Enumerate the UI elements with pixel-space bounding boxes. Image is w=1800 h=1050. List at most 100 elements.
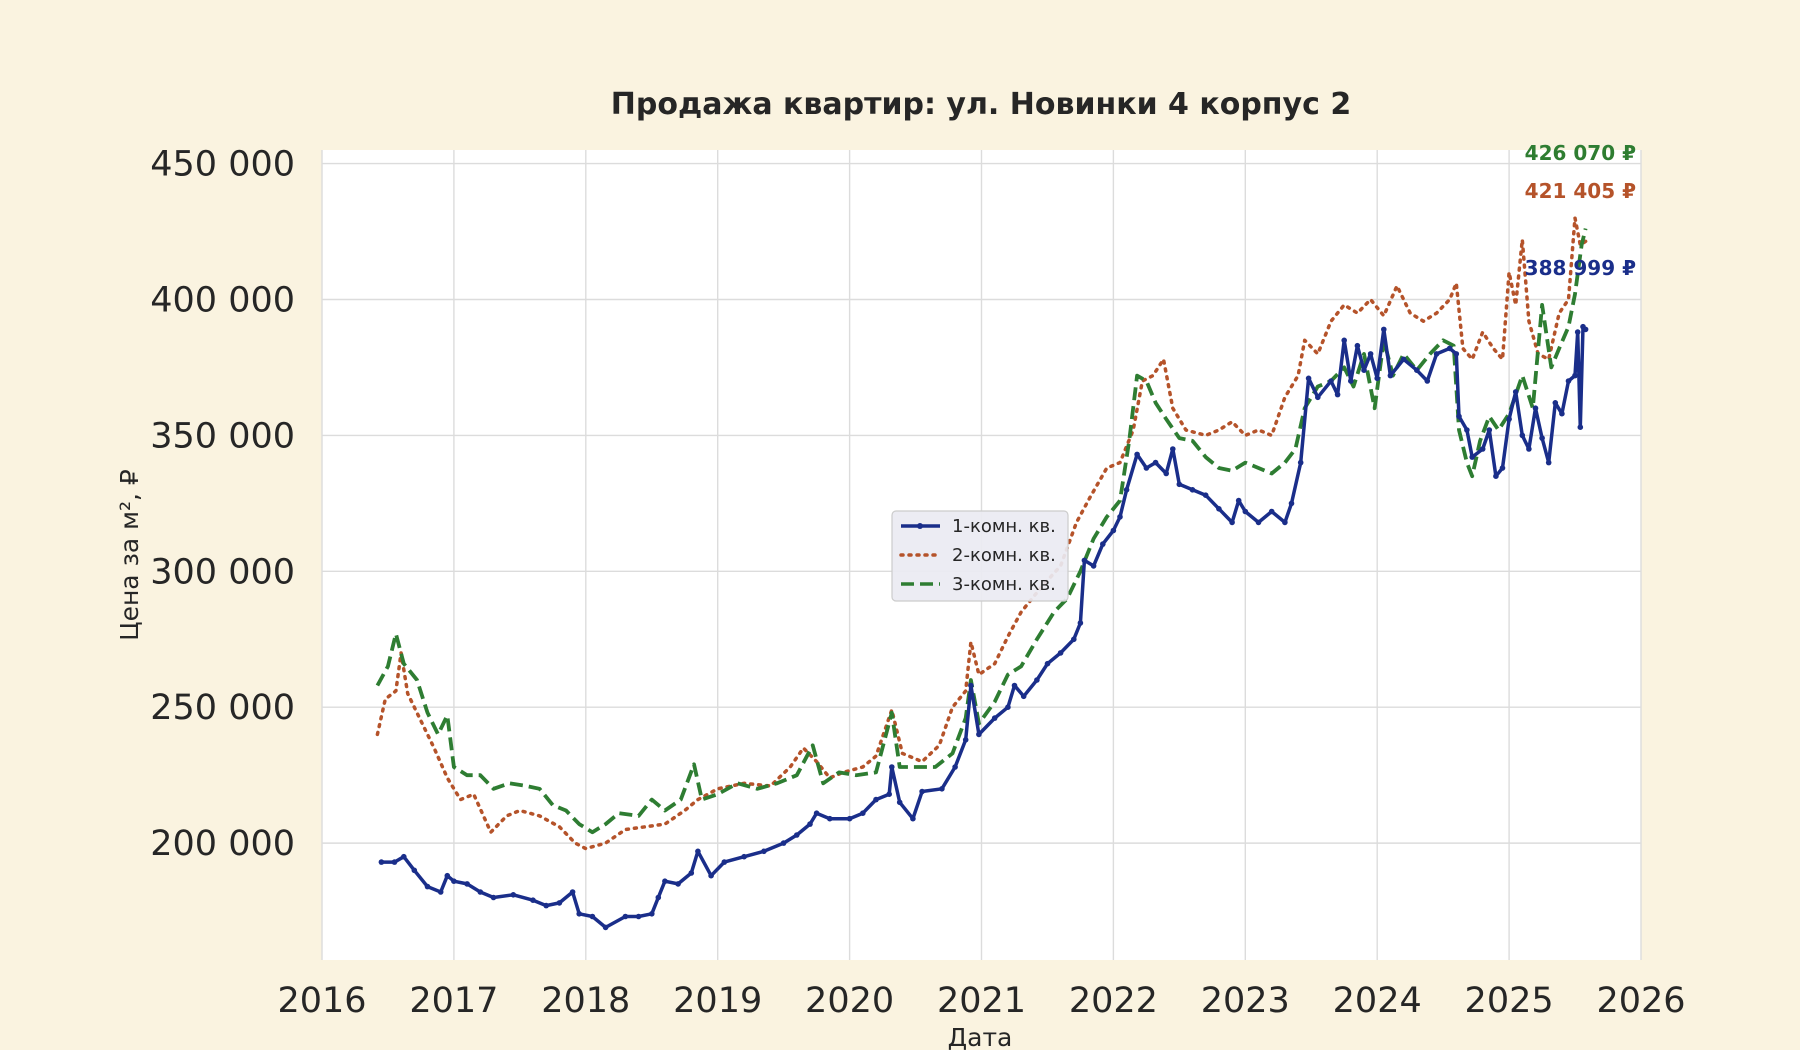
- y-tick-label: 250 000: [150, 688, 295, 728]
- data-point: [1519, 432, 1526, 439]
- x-tick-label: 2026: [1596, 981, 1685, 1021]
- x-axis-ticks: 2016 2017 2018 2019 2020 2021 2022 2023 2024 2025…: [277, 981, 1685, 1021]
- data-point: [794, 832, 800, 838]
- data-point: [411, 867, 418, 874]
- y-tick-label: 450 000: [150, 145, 295, 185]
- data-point: [1297, 459, 1304, 466]
- series-line-3k: [375, 228, 1588, 835]
- data-point: [952, 764, 958, 770]
- data-point: [1512, 389, 1519, 395]
- data-point: [1539, 435, 1545, 441]
- data-point: [1572, 372, 1578, 379]
- data-point: [1577, 424, 1584, 431]
- data-point: [1057, 650, 1064, 656]
- data-point: [530, 897, 536, 903]
- data-point: [1387, 372, 1394, 379]
- data-point: [1424, 378, 1431, 384]
- data-point: [1552, 400, 1559, 406]
- data-point: [1071, 636, 1077, 643]
- data-point: [662, 878, 668, 884]
- data-point: [1170, 446, 1176, 452]
- data-point: [1400, 356, 1407, 363]
- series-line-2k: [375, 216, 1588, 851]
- chart-title: Продажа квартир: ул. Новинки 4 корпус 2: [611, 87, 1351, 122]
- data-point: [1100, 541, 1106, 547]
- data-point: [807, 821, 813, 827]
- data-point: [889, 764, 895, 770]
- data-point: [444, 872, 451, 879]
- data-point: [708, 872, 714, 879]
- data-point: [939, 786, 945, 792]
- data-point: [1202, 492, 1209, 499]
- data-point: [1414, 367, 1420, 374]
- data-point: [1446, 345, 1453, 352]
- data-point: [1110, 527, 1117, 534]
- y-tick-label: 200 000: [150, 824, 295, 864]
- data-point: [1123, 487, 1130, 493]
- data-point: [1081, 557, 1088, 564]
- data-point: [378, 859, 385, 865]
- x-tick-label: 2016: [277, 981, 366, 1021]
- data-point: [968, 682, 974, 689]
- data-point: [1453, 351, 1460, 357]
- data-point: [1255, 519, 1262, 526]
- data-point: [1152, 459, 1159, 466]
- data-point: [1354, 342, 1361, 349]
- data-point: [1493, 473, 1499, 480]
- data-point: [1315, 394, 1321, 401]
- data-point: [1282, 519, 1288, 526]
- legend-label: 2-комн. кв.: [952, 545, 1056, 566]
- data-point: [401, 853, 407, 860]
- data-point: [1433, 351, 1440, 357]
- data-point: [1545, 459, 1552, 466]
- data-point: [1582, 326, 1589, 333]
- data-point: [451, 878, 457, 884]
- legend-label: 3-комн. кв.: [952, 574, 1056, 595]
- end-value-label: 421 405 ₽: [1525, 179, 1636, 203]
- x-tick-label: 2019: [673, 981, 762, 1021]
- data-point: [991, 715, 998, 721]
- data-point: [655, 894, 662, 901]
- x-tick-label: 2024: [1333, 981, 1422, 1021]
- data-point: [675, 881, 681, 887]
- data-point: [1506, 416, 1512, 422]
- data-point: [721, 859, 728, 865]
- data-point: [886, 791, 892, 797]
- data-point: [1034, 677, 1040, 683]
- data-point: [813, 810, 820, 816]
- data-point: [1216, 506, 1222, 512]
- data-point: [424, 883, 431, 890]
- data-point: [873, 796, 879, 803]
- data-point: [649, 911, 655, 917]
- data-point: [1235, 497, 1242, 504]
- data-point: [1163, 470, 1169, 477]
- data-point: [1532, 405, 1539, 412]
- data-point: [1479, 446, 1486, 452]
- legend-marker: [917, 523, 923, 529]
- data-point: [464, 881, 470, 887]
- data-point: [1011, 682, 1018, 689]
- data-point: [1469, 454, 1475, 460]
- data-point: [635, 913, 642, 920]
- series-layer: [375, 216, 1589, 931]
- data-point: [602, 924, 609, 931]
- x-tick-label: 2018: [541, 981, 630, 1021]
- data-point: [1189, 487, 1196, 493]
- data-point: [1381, 326, 1387, 333]
- y-tick-label: 350 000: [150, 416, 295, 456]
- y-axis-ticks: 200 000 250 000 300 000 350 000 400 000 450 0…: [150, 145, 295, 865]
- end-value-label: 426 070 ₽: [1525, 141, 1636, 165]
- data-point: [1288, 500, 1295, 507]
- data-point: [1090, 563, 1097, 569]
- end-labels: 388 999 ₽ 421 405 ₽ 426 070 ₽: [1525, 141, 1636, 280]
- x-tick-label: 2023: [1201, 981, 1290, 1021]
- data-point: [1367, 351, 1374, 357]
- data-point: [1499, 465, 1506, 471]
- data-point: [910, 815, 916, 822]
- data-point: [1464, 427, 1470, 433]
- data-point: [1341, 337, 1347, 344]
- data-point: [622, 913, 629, 920]
- data-point: [1117, 514, 1123, 520]
- data-point: [1374, 375, 1380, 382]
- data-point: [962, 737, 969, 743]
